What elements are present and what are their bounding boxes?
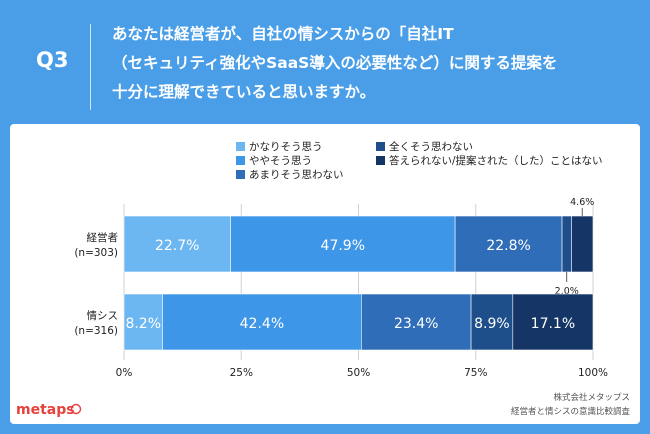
chart-bars: 22.7% 47.9% 22.8% 2.0% 4.6% 8.2% 42.4% 23.4% 8.9… [123, 197, 594, 351]
source-company: 株式会社メタップス [553, 392, 630, 403]
category-labels: 経営者 (n=303) 情シス (n=316) [74, 231, 118, 337]
source-survey: 経営者と情シスの意識比較調査 [511, 406, 631, 417]
bar-2-segment-2 [162, 293, 362, 351]
data-label-2-5: 17.1% [531, 316, 575, 332]
x-tick-100: 100% [578, 367, 608, 379]
data-label-1-1: 22.7% [155, 238, 199, 254]
category-name-1: 経営者 [87, 231, 119, 244]
question-text: あなたは経営者が、自社の情シスからの「自社IT （セキュリティ強化やSaaS導入… [112, 20, 632, 107]
x-tick-25: 25% [230, 367, 253, 379]
chart-footer: metaps 株式会社メタップス 経営者と情シスの意識比較調査 [16, 392, 630, 418]
bar-1-segment-2 [230, 215, 456, 273]
legend-swatch-4 [376, 142, 385, 151]
bar-1-segment-4 [561, 215, 572, 273]
metaps-logo: metaps [16, 402, 75, 418]
legend-label-2: ややそう思う [249, 155, 312, 167]
data-label-1-5: 4.6% [570, 197, 594, 208]
bar-2-segment-5 [512, 293, 594, 351]
category-n-1: (n=303) [74, 247, 118, 259]
data-label-1-2: 47.9% [321, 238, 365, 254]
legend-label-3: あまりそう思わない [249, 169, 344, 181]
data-label-1-3: 22.8% [486, 238, 530, 254]
question-line-1: あなたは経営者が、自社の情シスからの「自社IT [112, 25, 454, 43]
legend-label-4: 全くそう思わない [389, 140, 473, 153]
x-tick-50: 50% [347, 367, 370, 379]
legend-swatch-3 [236, 170, 245, 179]
bar-1-segment-3 [454, 215, 563, 273]
data-label-2-1: 8.2% [125, 316, 161, 332]
data-label-2-2: 42.4% [240, 316, 284, 332]
chart-panel: かなりそう思う ややそう思うあまりそう思わない 全くそう思わない 答えられない/提案さ… [10, 124, 640, 424]
question-line-2: （セキュリティ強化やSaaS導入の必要性など）に関する提案を [112, 54, 558, 72]
bar-2-segment-3 [361, 293, 472, 351]
header-divider [90, 24, 91, 110]
logo-mark [70, 403, 82, 415]
bar-1-segment-5 [571, 215, 594, 273]
x-tick-0: 0% [116, 367, 133, 379]
legend-label-5: 答えられない/提案された（した）ことはない [389, 154, 603, 167]
data-label-2-3: 23.4% [394, 316, 438, 332]
legend-swatch-5 [376, 156, 385, 165]
bar-2-segment-4 [470, 293, 514, 351]
data-label-1-4: 2.0% [555, 286, 579, 297]
bar-1-segment-1 [123, 215, 231, 273]
x-tick-75: 75% [464, 367, 487, 379]
bar-2-segment-1 [123, 293, 163, 351]
legend-label-1: かなりそう思う [249, 141, 323, 153]
question-line-3: 十分に理解できていると思いますか。 [112, 83, 376, 101]
question-header: Q3 あなたは経営者が、自社の情シスからの「自社IT （セキュリティ強化やSaa… [0, 0, 650, 118]
legend-swatch-2 [236, 156, 245, 165]
category-name-2: 情シス [87, 309, 119, 322]
legend-swatch-1 [236, 142, 245, 151]
question-number: Q3 [36, 48, 69, 72]
data-label-2-4: 8.9% [474, 316, 510, 332]
category-n-2: (n=316) [74, 325, 118, 337]
x-axis-ticks: 0% 25% 50% 75% 100% [116, 367, 608, 379]
